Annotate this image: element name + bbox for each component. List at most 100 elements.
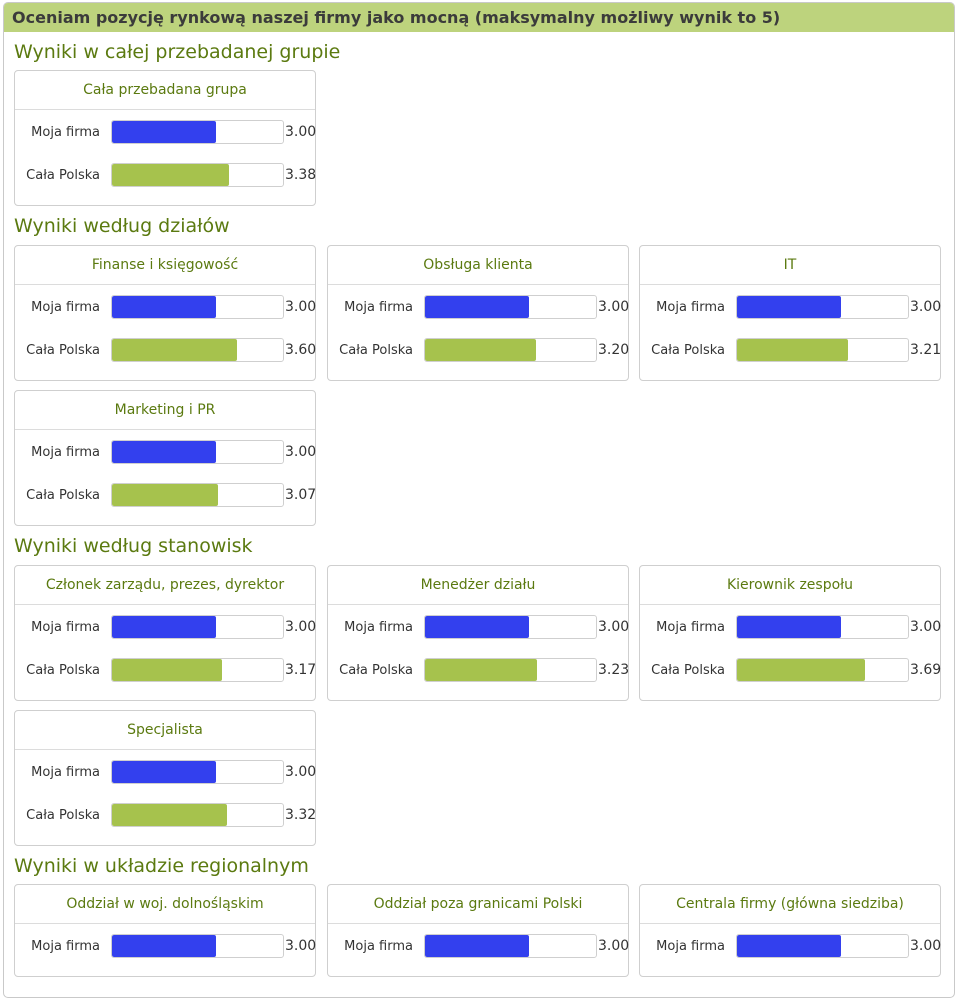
report-header: Oceniam pozycję rynkową naszej firmy jak… bbox=[4, 3, 954, 32]
chart-title: IT bbox=[640, 246, 940, 285]
chart-card: Finanse i księgowość Moja firma 3.00 Cała P… bbox=[14, 245, 316, 381]
section-title: Wyniki według działów bbox=[14, 215, 230, 237]
bar-label: Moja firma bbox=[31, 445, 100, 460]
bar-row: Cała Polska 3.23 bbox=[328, 658, 630, 684]
bar-track bbox=[424, 295, 597, 319]
bar-label: Moja firma bbox=[656, 300, 725, 315]
bar-label: Moja firma bbox=[656, 620, 725, 635]
chart-card: Członek zarządu, prezes, dyrektor Moja fi… bbox=[14, 565, 316, 701]
bar-value: 3.00 bbox=[285, 299, 317, 315]
bar-moja-firma bbox=[112, 121, 216, 143]
bar-row: Moja firma 3.00 bbox=[15, 295, 317, 321]
bar-value: 3.23 bbox=[598, 662, 630, 678]
chart-title: Obsługa klienta bbox=[328, 246, 628, 285]
chart-title: Centrala firmy (główna siedziba) bbox=[640, 885, 940, 924]
bar-track bbox=[111, 295, 284, 319]
chart-title: Kierownik zespołu bbox=[640, 566, 940, 605]
bar-track bbox=[111, 803, 284, 827]
bar-moja-firma bbox=[112, 761, 216, 783]
bar-row: Moja firma 3.00 bbox=[328, 295, 630, 321]
bar-value: 3.38 bbox=[285, 167, 317, 183]
bar-row: Cała Polska 3.07 bbox=[15, 483, 317, 509]
chart-card: Marketing i PR Moja firma 3.00 Cała Polska 3… bbox=[14, 390, 316, 526]
bar-track bbox=[111, 934, 284, 958]
bar-label: Moja firma bbox=[344, 939, 413, 954]
bar-moja-firma bbox=[112, 441, 216, 463]
bar-value: 3.32 bbox=[285, 807, 317, 823]
bar-value: 3.00 bbox=[910, 938, 942, 954]
chart-title: Marketing i PR bbox=[15, 391, 315, 430]
bar-value: 3.00 bbox=[285, 619, 317, 635]
report-title: Oceniam pozycję rynkową naszej firmy jak… bbox=[12, 8, 781, 27]
bar-row: Moja firma 3.00 bbox=[15, 760, 317, 786]
bar-value: 3.21 bbox=[910, 342, 942, 358]
chart-card: Centrala firmy (główna siedziba) Moja fir… bbox=[639, 884, 941, 977]
bar-track bbox=[424, 934, 597, 958]
bar-track bbox=[111, 760, 284, 784]
bar-moja-firma bbox=[425, 935, 529, 957]
bar-cala-polska bbox=[112, 339, 237, 361]
bar-label: Moja firma bbox=[656, 939, 725, 954]
section-title: Wyniki według stanowisk bbox=[14, 535, 253, 557]
bar-label: Cała Polska bbox=[26, 663, 100, 678]
bar-moja-firma bbox=[112, 296, 216, 318]
bar-value: 3.60 bbox=[285, 342, 317, 358]
bar-row: Moja firma 3.00 bbox=[640, 295, 941, 321]
chart-card: Menedżer działu Moja firma 3.00 Cała Polska… bbox=[327, 565, 629, 701]
bar-row: Cała Polska 3.21 bbox=[640, 338, 942, 364]
bar-label: Moja firma bbox=[344, 620, 413, 635]
bar-row: Moja firma 3.00 bbox=[640, 934, 942, 960]
chart-title: Członek zarządu, prezes, dyrektor bbox=[15, 566, 315, 605]
bar-row: Cała Polska 3.69 bbox=[640, 658, 942, 684]
bar-row: Cała Polska 3.38 bbox=[15, 163, 317, 189]
bar-value: 3.00 bbox=[285, 764, 317, 780]
bar-label: Moja firma bbox=[31, 300, 100, 315]
chart-title: Menedżer działu bbox=[328, 566, 628, 605]
bar-track bbox=[111, 338, 284, 362]
report-panel: Oceniam pozycję rynkową naszej firmy jak… bbox=[3, 2, 955, 998]
bar-track bbox=[736, 338, 909, 362]
bar-label: Cała Polska bbox=[26, 488, 100, 503]
chart-card: Cała przebadana grupa Moja firma 3.00 Cała … bbox=[14, 70, 316, 206]
bar-cala-polska bbox=[425, 339, 536, 361]
bar-value: 3.00 bbox=[285, 938, 317, 954]
bar-value: 3.69 bbox=[910, 662, 942, 678]
bar-value: 3.00 bbox=[285, 444, 317, 460]
bar-moja-firma bbox=[737, 296, 841, 318]
bar-row: Moja firma 3.00 bbox=[640, 615, 942, 641]
bar-label: Cała Polska bbox=[651, 343, 725, 358]
bar-value: 3.00 bbox=[598, 299, 630, 315]
bar-track bbox=[111, 163, 284, 187]
chart-title: Oddział poza granicami Polski bbox=[328, 885, 628, 924]
bar-value: 3.00 bbox=[910, 619, 942, 635]
bar-value: 3.07 bbox=[285, 487, 317, 503]
bar-track bbox=[111, 615, 284, 639]
bar-value: 3.00 bbox=[598, 938, 630, 954]
bar-label: Moja firma bbox=[31, 620, 100, 635]
bar-moja-firma bbox=[112, 935, 216, 957]
bar-cala-polska bbox=[425, 659, 537, 681]
bar-label: Moja firma bbox=[344, 300, 413, 315]
bar-cala-polska bbox=[737, 339, 848, 361]
bar-label: Cała Polska bbox=[26, 168, 100, 183]
bar-value: 3.17 bbox=[285, 662, 317, 678]
bar-track bbox=[424, 615, 597, 639]
section-title: Wyniki w całej przebadanej grupie bbox=[14, 41, 341, 63]
bar-track bbox=[111, 440, 284, 464]
bar-row: Moja firma 3.00 bbox=[328, 934, 630, 960]
bar-value: 3.00 bbox=[598, 619, 630, 635]
bar-label: Moja firma bbox=[31, 939, 100, 954]
bar-moja-firma bbox=[425, 616, 529, 638]
bar-track bbox=[111, 120, 284, 144]
chart-title: Oddział w woj. dolnośląskim bbox=[15, 885, 315, 924]
bar-track bbox=[424, 658, 597, 682]
bar-cala-polska bbox=[112, 659, 222, 681]
chart-title: Cała przebadana grupa bbox=[15, 71, 315, 110]
bar-track bbox=[736, 295, 909, 319]
bar-value: 3.00 bbox=[285, 124, 317, 140]
chart-card: Obsługa klienta Moja firma 3.00 Cała Polska… bbox=[327, 245, 629, 381]
bar-cala-polska bbox=[112, 804, 227, 826]
bar-row: Cała Polska 3.60 bbox=[15, 338, 317, 364]
chart-card: Specjalista Moja firma 3.00 Cała Polska 3.32 bbox=[14, 710, 316, 846]
bar-row: Moja firma 3.00 bbox=[15, 120, 317, 146]
